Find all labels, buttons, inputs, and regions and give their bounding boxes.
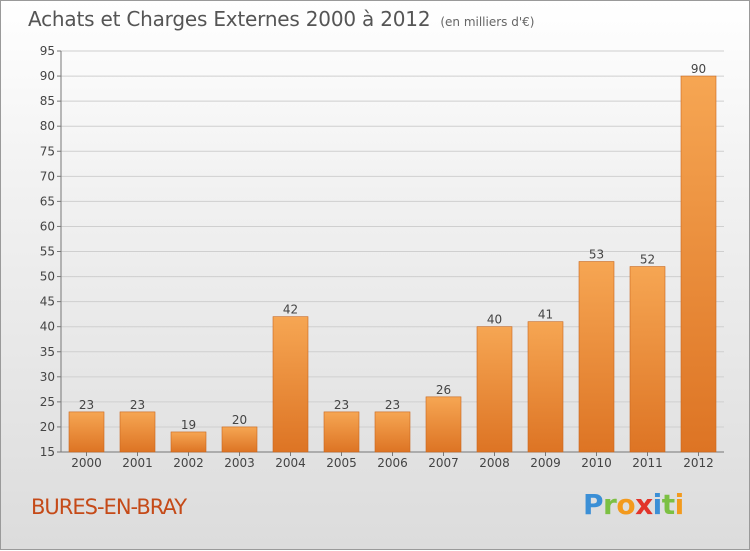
y-tick-label: 80 <box>40 119 55 133</box>
x-tick-label: 2002 <box>173 456 204 470</box>
chart-title: Achats et Charges Externes 2000 à 2012 (e… <box>28 7 534 31</box>
x-tick-label: 2003 <box>224 456 255 470</box>
bar-2005 <box>323 411 360 453</box>
x-tick-label: 2008 <box>479 456 510 470</box>
place-name: BURES-EN-BRAY <box>31 495 187 519</box>
data-label: 23 <box>385 398 400 412</box>
proxiti-logo: Proxiti <box>583 488 684 521</box>
data-label: 23 <box>130 398 145 412</box>
x-tick-label: 2000 <box>71 456 102 470</box>
bar-2006 <box>374 411 411 453</box>
bar-2002 <box>170 431 207 453</box>
chart-title-text: Achats et Charges Externes 2000 à 2012 <box>28 7 431 31</box>
logo-letter: t <box>661 488 675 521</box>
bar-2008 <box>476 326 513 453</box>
x-tick-label: 2004 <box>275 456 306 470</box>
x-tick-label: 2007 <box>428 456 459 470</box>
bar-2007 <box>425 396 462 453</box>
data-label: 40 <box>487 313 502 327</box>
y-tick-label: 15 <box>40 445 55 459</box>
data-label: 42 <box>283 303 298 317</box>
x-tick-label: 2001 <box>122 456 153 470</box>
bar-2010 <box>578 261 615 453</box>
logo-letter: x <box>635 488 653 521</box>
y-tick-label: 85 <box>40 94 55 108</box>
y-tick-label: 50 <box>40 270 55 284</box>
logo-letter: i <box>674 488 685 521</box>
logo-letter: P <box>583 488 604 521</box>
bar-2000 <box>68 411 105 453</box>
y-tick-label: 45 <box>40 295 55 309</box>
data-label: 26 <box>436 383 451 397</box>
data-label: 90 <box>691 62 706 76</box>
bars <box>68 75 717 453</box>
y-tick-label: 60 <box>40 219 55 233</box>
bar-2003 <box>221 426 258 453</box>
data-label: 53 <box>589 248 604 262</box>
y-tick-label: 35 <box>40 345 55 359</box>
x-tick-label: 2005 <box>326 456 357 470</box>
data-label: 41 <box>538 308 553 322</box>
y-tick-label: 75 <box>40 144 55 158</box>
y-tick-label: 95 <box>40 44 55 58</box>
axes <box>60 51 724 456</box>
y-tick-labels: 15 20 25 30 35 40 45 50 55 60 65 70 75 80 85 90 95 <box>40 44 55 459</box>
y-tick-label: 40 <box>40 320 55 334</box>
x-tick-labels: 2000 2001 2002 2003 2004 2005 2006 2007 2008 2009… <box>71 456 714 470</box>
logo-letter: o <box>616 488 636 521</box>
data-label: 23 <box>334 398 349 412</box>
bar-2011 <box>629 266 666 453</box>
grid-lines <box>57 50 724 453</box>
data-label: 20 <box>232 413 247 427</box>
y-tick-label: 30 <box>40 370 55 384</box>
y-tick-label: 90 <box>40 69 55 83</box>
x-tick-label: 2010 <box>581 456 612 470</box>
logo-letter: i <box>652 488 663 521</box>
y-tick-label: 70 <box>40 169 55 183</box>
bar-2009 <box>527 321 564 453</box>
logo-letter: r <box>603 488 617 521</box>
x-tick-label: 2006 <box>377 456 408 470</box>
bar-2012 <box>680 75 717 453</box>
data-label: 52 <box>640 253 655 267</box>
x-tick-label: 2012 <box>683 456 714 470</box>
data-label: 23 <box>79 398 94 412</box>
bar-2001 <box>119 411 156 453</box>
y-tick-label: 25 <box>40 395 55 409</box>
data-labels: 23 23 19 20 42 23 23 26 40 41 53 52 90 <box>79 62 706 432</box>
x-tick-label: 2011 <box>632 456 663 470</box>
y-tick-label: 20 <box>40 420 55 434</box>
bar-2004 <box>272 316 309 453</box>
chart-subtitle: (en milliers d'€) <box>440 15 535 29</box>
y-tick-label: 65 <box>40 194 55 208</box>
y-tick-label: 55 <box>40 245 55 259</box>
data-label: 19 <box>181 418 196 432</box>
x-tick-label: 2009 <box>530 456 561 470</box>
